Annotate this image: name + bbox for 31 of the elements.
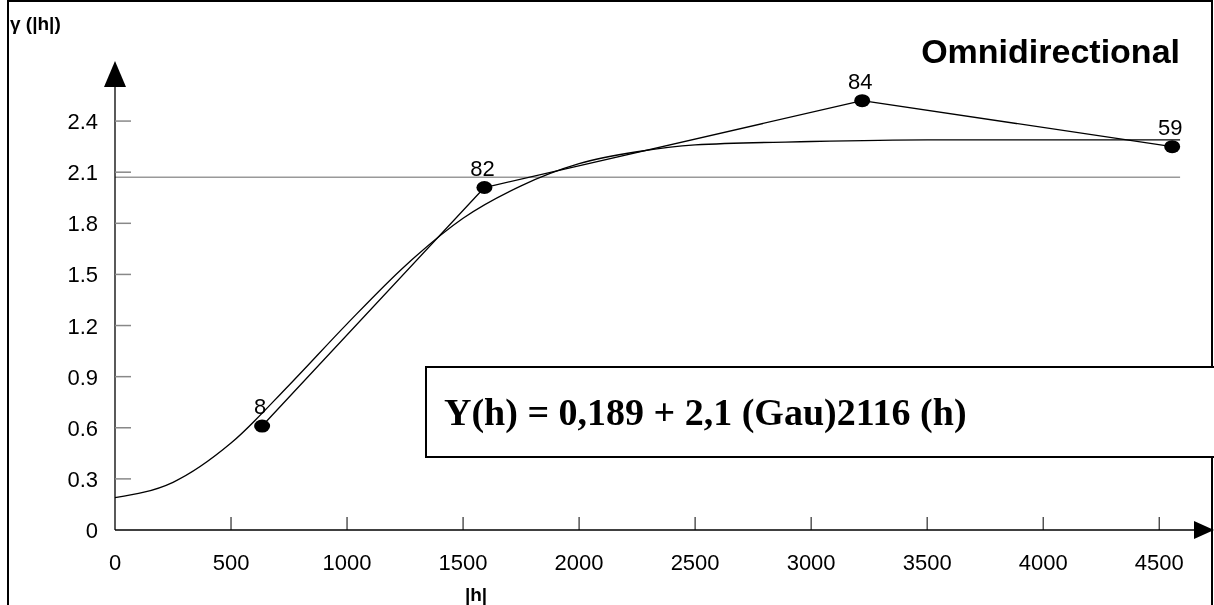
- y-tick-label: 0: [85, 518, 98, 543]
- annotation: 82: [470, 155, 495, 181]
- annotation: 8: [253, 394, 267, 420]
- chart-title: Omnidirectional: [921, 32, 1180, 70]
- annotation: 59: [1157, 114, 1183, 140]
- annotation: 84: [847, 68, 873, 94]
- x-tick-label: 2500: [670, 550, 720, 575]
- x-tick-label: 4000: [1018, 550, 1068, 575]
- x-tick-label: 2000: [554, 550, 604, 575]
- x-tick-label: 3500: [902, 550, 952, 575]
- y-tick-label: 2.4: [67, 109, 98, 135]
- point: [1164, 140, 1181, 154]
- x-tick-label: 0: [108, 550, 122, 575]
- y-tick-label: 1.8: [67, 211, 98, 237]
- y-tick-label: 1.5: [67, 262, 98, 288]
- point: [476, 181, 493, 195]
- x-tick-label: 1000: [322, 550, 372, 575]
- x-tick-label: 500: [212, 550, 250, 575]
- y-tick-label: 0.3: [67, 466, 98, 492]
- y-tick-label: 2.1: [67, 160, 98, 186]
- y-tick-label: 1.2: [67, 313, 98, 339]
- point: [854, 94, 871, 108]
- point: [254, 419, 271, 433]
- annotation: Y(h) = 0,189 + 2,1 (Gau)2116 (h): [444, 391, 967, 434]
- y-tick-label: 0.9: [67, 364, 98, 390]
- y-axis-title: γ (|h|): [10, 13, 61, 34]
- x-tick-label: 1500: [438, 550, 488, 575]
- x-axis-title: |h|: [464, 584, 488, 605]
- y-tick-label: 0.6: [67, 415, 98, 441]
- x-tick-label: 3000: [786, 550, 836, 575]
- x-tick-label: 4500: [1134, 550, 1184, 575]
